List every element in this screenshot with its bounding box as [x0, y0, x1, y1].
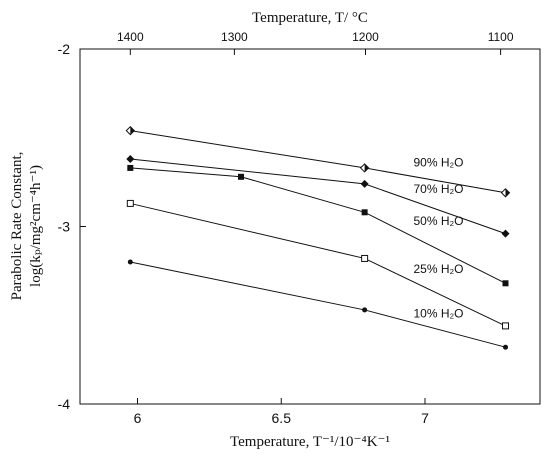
point-fill: [130, 126, 135, 135]
series-2: [127, 164, 509, 287]
plot-frame: [79, 48, 541, 405]
y-axis-title-line1: Parabolic Rate Constant,: [9, 152, 25, 301]
data-point: [502, 322, 509, 330]
data-point: [127, 259, 133, 265]
series-label: 70% H₂O: [414, 182, 464, 196]
point-fill: [364, 163, 369, 172]
data-point: [501, 229, 510, 238]
point-fill: [505, 188, 510, 197]
data-point: [126, 155, 135, 164]
series-label: 25% H₂O: [414, 262, 464, 276]
data-point: [126, 199, 134, 207]
data-point: [125, 125, 136, 136]
y-axis-title: Parabolic Rate Constant, log(kₚ/mg²cm⁻⁴h…: [9, 152, 44, 301]
series-line: [130, 167, 506, 284]
data-point: [238, 173, 244, 180]
series-label: 90% H₂O: [414, 156, 464, 170]
x-tick-label: 6: [134, 410, 142, 426]
top-axis-title: Temperature, T/ °C: [252, 10, 368, 26]
series-labels: 90% H₂O 70% H₂O 50% H₂O 25% H₂O 10% H₂O: [414, 156, 464, 321]
x-tick-label: 7: [421, 410, 429, 426]
y-axis-title-line2: log(kₚ/mg²cm⁻⁴h⁻¹): [28, 165, 44, 287]
data-point: [362, 307, 368, 313]
series-4: [127, 259, 508, 350]
y-tick-label: -3: [58, 219, 71, 235]
series-label: 10% H₂O: [414, 306, 464, 320]
data-point: [502, 280, 509, 287]
data-point: [359, 163, 370, 173]
top-tick-label: 1400: [117, 30, 144, 44]
data-point: [361, 254, 369, 262]
data-point: [127, 164, 134, 171]
y-tick-label: -4: [58, 396, 71, 412]
top-tick-label: 1100: [488, 30, 514, 44]
series-0: [125, 125, 511, 198]
data-point: [503, 344, 508, 350]
top-tick-label: 1300: [221, 30, 248, 44]
data-point: [360, 179, 369, 188]
y-tick-label: -2: [58, 41, 71, 57]
x-tick-label: 6.5: [272, 410, 292, 426]
data-point: [500, 188, 511, 198]
series-1: [126, 155, 510, 238]
top-tick-label: 1200: [352, 30, 379, 44]
series-3: [126, 199, 509, 330]
data-point: [361, 209, 368, 216]
x-axis-title: Temperature, T⁻¹/10⁻⁴K⁻¹: [230, 434, 390, 450]
axis-ticks: 6 6.5 7 -2 -3 -4 1400 1300 1200 1100: [58, 30, 514, 426]
series-group: [125, 125, 511, 350]
series-label: 50% H₂O: [414, 214, 464, 228]
